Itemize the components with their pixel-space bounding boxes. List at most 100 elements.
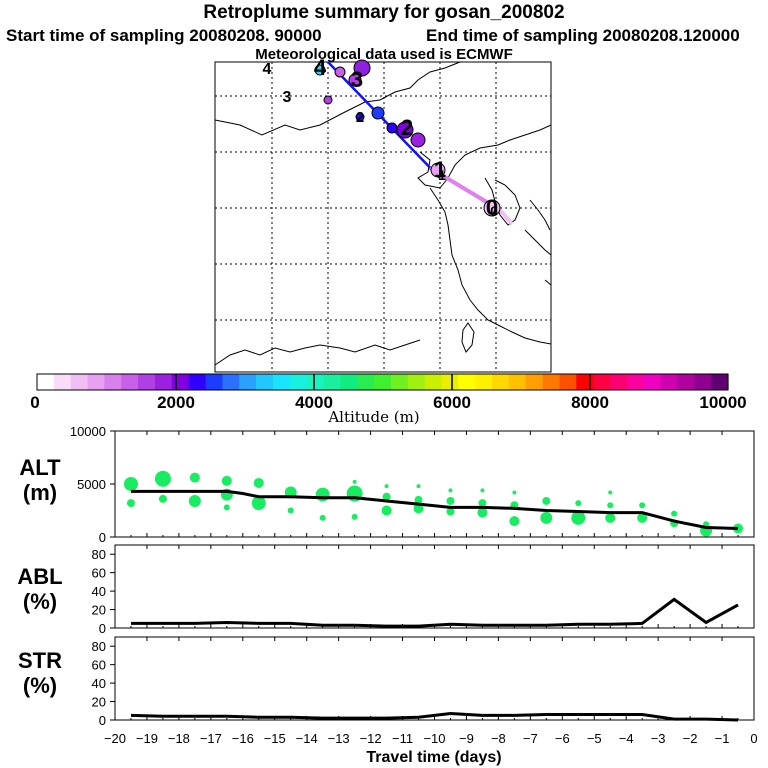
map-day-marker-4: 4 (313, 55, 327, 80)
colorbar-cell (711, 374, 729, 390)
colorbar-cell (559, 374, 577, 390)
str-ytick-label: 80 (92, 639, 106, 654)
colorbar-cell (138, 374, 156, 390)
map-day-marker-0: 0 (485, 195, 499, 220)
colorbar-tick-0: 0 (30, 393, 40, 412)
alt-scatter-point (478, 499, 487, 508)
x-tick-label: −7 (522, 731, 538, 746)
colorbar-cell (272, 374, 291, 390)
x-tick-label: −3 (650, 731, 666, 746)
alt-scatter-point (251, 496, 266, 511)
colorbar-cell (390, 374, 409, 390)
colorbar-cell (458, 374, 476, 390)
colorbar-tick-4000: 4000 (295, 393, 333, 412)
alt-scatter-point (637, 512, 648, 523)
abl-frame (114, 544, 755, 629)
colorbar-cell (593, 374, 611, 390)
colorbar-cell (407, 374, 426, 390)
colorbar-cell (70, 374, 89, 390)
alt-scatter-point (221, 475, 232, 486)
abl-ytick-label: 20 (92, 603, 106, 618)
x-tick-label: −17 (199, 731, 222, 746)
colorbar-cell (188, 374, 207, 390)
str-ytick-label: 60 (92, 658, 106, 673)
x-tick-label: −13 (327, 731, 350, 746)
x-tick-label: −11 (392, 731, 414, 746)
alt-scatter-point (575, 500, 582, 507)
x-tick-label: −15 (263, 731, 286, 746)
alt-scatter-point (220, 488, 233, 501)
map-centroid-marker-2: 2 (355, 109, 365, 126)
x-tick-label: 0 (750, 731, 758, 746)
alt-scatter-point (414, 495, 423, 504)
map-centroid-marker-0: 0 (490, 203, 498, 219)
x-tick-label: −9 (459, 731, 474, 746)
x-tick-label: −2 (682, 731, 698, 746)
colorbar-dividers (175, 374, 591, 390)
x-tick-label: −12 (359, 731, 382, 746)
alt-scatter-point (381, 505, 392, 516)
x-tick-label: −16 (231, 731, 254, 746)
colorbar-cell (323, 374, 341, 390)
page-title: Retroplume summary for gosan_200802 (203, 2, 565, 23)
colorbar-cell (694, 374, 712, 390)
str-unit: (%) (22, 673, 58, 698)
colorbar-cell (643, 374, 662, 390)
alt-scatter-point (703, 521, 710, 528)
colorbar-cell (475, 374, 493, 390)
x-tick-label: −18 (167, 731, 190, 746)
colorbar-cell (53, 374, 72, 390)
alt-scatter-point (158, 494, 167, 503)
alt-scatter-point (446, 496, 455, 505)
colorbar-cell (87, 374, 106, 390)
colorbar-cell (104, 374, 122, 390)
colorbar-cell (542, 374, 561, 390)
x-tick-label: −19 (135, 731, 158, 746)
str-frame (114, 636, 755, 721)
abl-series-line (130, 597, 739, 628)
alt-unit: (m) (22, 480, 58, 505)
x-tick-label: −5 (586, 731, 602, 746)
abl-panel: 0 20 40 60 80 (92, 544, 755, 636)
map-day-marker-2: 2 (400, 115, 414, 140)
colorbar-tick-10000: 10000 (699, 393, 747, 412)
map-day-marker-3: 3 (350, 67, 364, 92)
colorbar-cell (441, 374, 459, 390)
alt-scatter-point (446, 507, 455, 516)
colorbar-cell (610, 374, 628, 390)
colorbar (37, 374, 729, 390)
map-centroid-marker-4: 4 (262, 61, 272, 78)
start-time-label: Start time of sampling 20080208. 90000 (6, 26, 322, 45)
colorbar-tick-2000: 2000 (157, 393, 195, 412)
colorbar-cell (677, 374, 695, 390)
colorbar-cell (289, 374, 308, 390)
colorbar-cell (37, 374, 55, 390)
colorbar-cell (306, 374, 325, 390)
colorbar-title: Altitude (m) (328, 408, 420, 426)
alt-scatter-point (571, 510, 586, 525)
map-day-marker-1: 1 (433, 157, 447, 182)
alt-scatter-point (123, 477, 138, 491)
alt-scatter-point (542, 496, 551, 505)
x-tick-label: −10 (423, 731, 446, 746)
alt-scatter-point (154, 470, 171, 487)
colorbar-cell (222, 374, 240, 390)
abl-label: ABL (17, 564, 63, 589)
map-centroid-marker-1: 1 (438, 167, 446, 183)
x-tick-label: −8 (490, 731, 506, 746)
plume-circle (323, 95, 333, 105)
alt-scatter-point (315, 487, 330, 502)
alt-scatter-point (284, 486, 297, 499)
alt-scatter-point (540, 511, 553, 524)
str-panel: 0 20 40 60 80 (92, 636, 755, 728)
alt-scatter-point (608, 490, 613, 495)
colorbar-cell (205, 374, 223, 390)
alt-scatter-point (223, 504, 230, 511)
colorbar-cell (525, 374, 544, 390)
x-tick-label: −6 (554, 731, 570, 746)
x-axis-title: Travel time (days) (366, 749, 502, 766)
alt-scatter-point (510, 501, 519, 510)
alt-scatter-point (352, 479, 357, 484)
alt-scatter-point (346, 485, 363, 502)
chart-layer: 0 5000 10000 0 20 40 60 80 0 20 40 60 80 (70, 424, 755, 728)
